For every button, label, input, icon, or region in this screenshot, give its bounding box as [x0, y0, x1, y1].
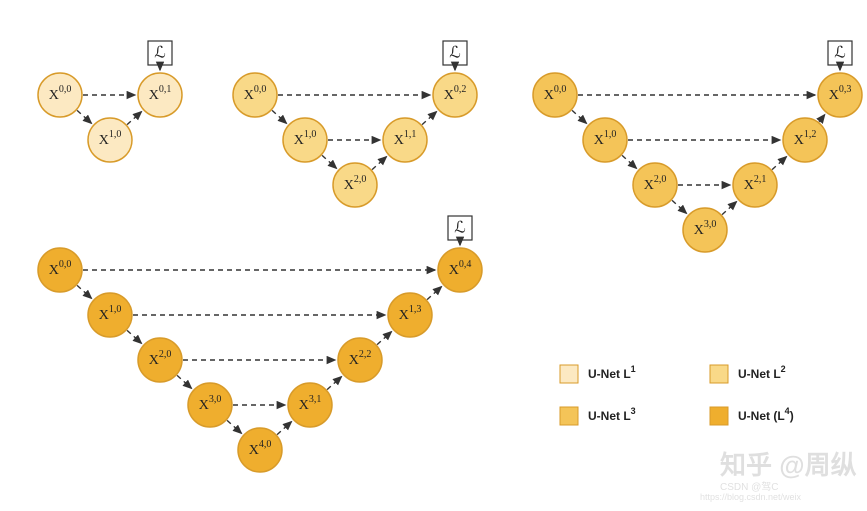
- edge-L3-x20-x30: [672, 200, 686, 213]
- node-L4-x31: X3,1: [288, 383, 332, 427]
- edge-L3-x30-x21: [722, 202, 736, 215]
- node-L4-x22: X2,2: [338, 338, 382, 382]
- legend-item-1: U-Net L1: [560, 364, 636, 383]
- loss-label: ℒ: [454, 220, 466, 237]
- edge-L3-x10-x20: [622, 155, 636, 168]
- node-L3-x12: X1,2: [783, 118, 827, 162]
- edge-L4-x31-x22: [327, 377, 341, 390]
- edge-L4-x00-x10: [77, 285, 91, 298]
- node-L2-x00: X0,0: [233, 73, 277, 117]
- node-L4-x00: X0,0: [38, 248, 82, 292]
- node-L4-x20: X2,0: [138, 338, 182, 382]
- node-L1-x01: X0,1: [138, 73, 182, 117]
- edge-L2-x11-x02: [422, 112, 436, 125]
- node-L4-x10: X1,0: [88, 293, 132, 337]
- node-L3-x10: X1,0: [583, 118, 627, 162]
- legend-label: U-Net L2: [738, 364, 786, 381]
- node-L4-x30: X3,0: [188, 383, 232, 427]
- legend-item-3: U-Net L3: [560, 406, 636, 425]
- legend-swatch: [560, 407, 578, 425]
- legend-item-2: U-Net L2: [710, 364, 786, 383]
- legend-label: U-Net L1: [588, 364, 636, 381]
- node-L2-x10: X1,0: [283, 118, 327, 162]
- node-L3-x30: X3,0: [683, 208, 727, 252]
- node-L2-x11: X1,1: [383, 118, 427, 162]
- edge-L4-x13-x04: [427, 287, 441, 300]
- node-L3-x21: X2,1: [733, 163, 777, 207]
- loss-box-L2: ℒ: [443, 41, 467, 70]
- edge-L3-x12-x03: [819, 115, 825, 122]
- loss-box-L4: ℒ: [448, 216, 472, 245]
- node-L4-x13: X1,3: [388, 293, 432, 337]
- legend-item-4: U-Net (L4): [710, 406, 794, 425]
- loss-label: ℒ: [449, 45, 461, 62]
- node-L2-x20: X2,0: [333, 163, 377, 207]
- diagram-svg: X0,0X1,0X0,1X0,0X1,0X2,0X1,1X0,2X0,0X1,0…: [0, 0, 867, 511]
- edge-L2-x00-x10: [272, 110, 286, 123]
- node-L1-x00: X0,0: [38, 73, 82, 117]
- node-L1-x10: X1,0: [88, 118, 132, 162]
- edge-L4-x20-x30: [177, 375, 191, 388]
- loss-box-L3: ℒ: [828, 41, 852, 70]
- edge-L3-x21-x12: [772, 157, 786, 170]
- legend-swatch: [710, 365, 728, 383]
- loss-box-L1: ℒ: [148, 41, 172, 70]
- node-L3-x03: X0,3: [818, 73, 862, 117]
- edge-L2-x10-x20: [322, 155, 336, 168]
- edge-L4-x30-x40: [227, 420, 241, 433]
- node-L4-x04: X0,4: [438, 248, 482, 292]
- node-L2-x02: X0,2: [433, 73, 477, 117]
- node-L3-x20: X2,0: [633, 163, 677, 207]
- node-L4-x40: X4,0: [238, 428, 282, 472]
- edge-L4-x40-x31: [277, 422, 291, 435]
- legend-label: U-Net L3: [588, 406, 636, 423]
- legend-swatch: [560, 365, 578, 383]
- edge-L3-x00-x10: [572, 110, 586, 123]
- legend-label: U-Net (L4): [738, 406, 794, 423]
- edge-L2-x20-x11: [372, 157, 386, 170]
- legend-swatch: [710, 407, 728, 425]
- edge-L1-x00-x10: [77, 110, 91, 123]
- loss-label: ℒ: [154, 45, 166, 62]
- loss-label: ℒ: [834, 45, 846, 62]
- edge-L1-x10-x01: [127, 112, 141, 125]
- edge-L4-x22-x13: [377, 332, 391, 345]
- edge-L4-x10-x20: [127, 330, 141, 343]
- node-L3-x00: X0,0: [533, 73, 577, 117]
